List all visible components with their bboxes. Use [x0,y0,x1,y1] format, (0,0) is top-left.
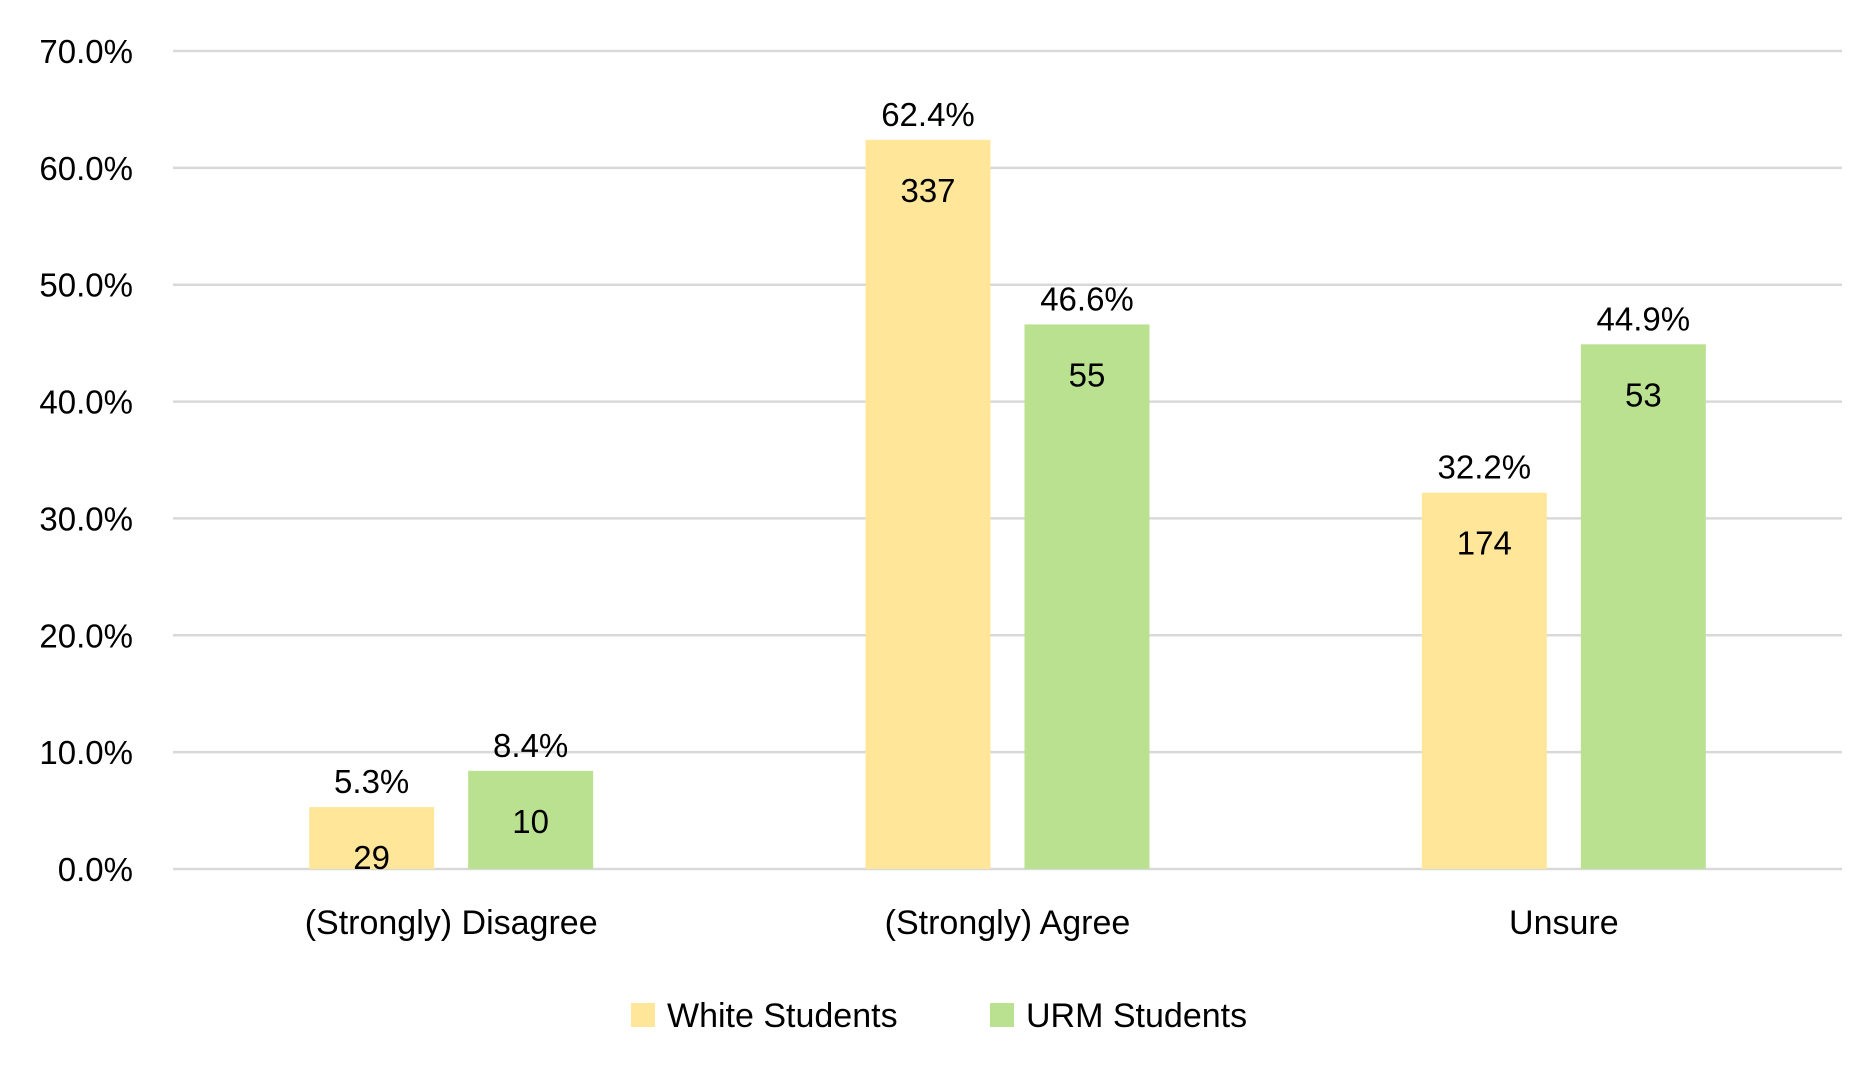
bar-white-students [1421,492,1547,869]
data-label: 32.2% [1438,449,1532,486]
y-tick-label: 50.0% [39,267,133,304]
count-label: 337 [900,172,955,209]
y-axis: 0.0% 10.0% 20.0% 30.0% 40.0% 50.0% 60.0% 70.0% [39,33,133,888]
data-label: 5.3% [334,763,409,800]
legend-label: URM Students [1026,997,1247,1035]
y-tick-label: 0.0% [58,851,133,888]
y-tick-label: 20.0% [39,617,133,654]
y-tick-label: 10.0% [39,734,133,771]
x-tick-label: Unsure [1509,904,1619,942]
data-label: 44.9% [1597,300,1691,337]
x-tick-label: (Strongly) Disagree [305,904,598,942]
bar-white-students [865,139,991,870]
data-label: 62.4% [881,96,975,133]
y-tick-label: 70.0% [39,33,133,70]
bar-urm-students [468,770,594,869]
y-tick-label: 30.0% [39,500,133,537]
count-label: 10 [512,803,549,840]
bars: 5.3% 29 8.4% 10 62.4% 337 46.6% 55 32.2% 174 44.9%… [309,96,1706,876]
data-label: 46.6% [1040,280,1134,317]
y-tick-label: 60.0% [39,150,133,187]
legend: White Students URM Students [631,997,1247,1035]
data-label: 8.4% [493,727,568,764]
legend-label: White Students [667,997,898,1035]
y-tick-label: 40.0% [39,384,133,421]
x-tick-label: (Strongly) Agree [885,904,1131,942]
bar-urm-students [1580,344,1706,870]
legend-swatch [990,1003,1014,1027]
count-label: 29 [353,839,390,876]
gridlines [173,49,1842,871]
count-label: 55 [1069,356,1106,393]
bar-urm-students [1024,324,1150,870]
bar-white-students [309,807,435,869]
x-axis: (Strongly) Disagree (Strongly) Agree Unsur… [305,904,1619,942]
count-label: 174 [1457,525,1512,562]
count-label: 53 [1625,376,1662,413]
legend-swatch [631,1003,655,1027]
